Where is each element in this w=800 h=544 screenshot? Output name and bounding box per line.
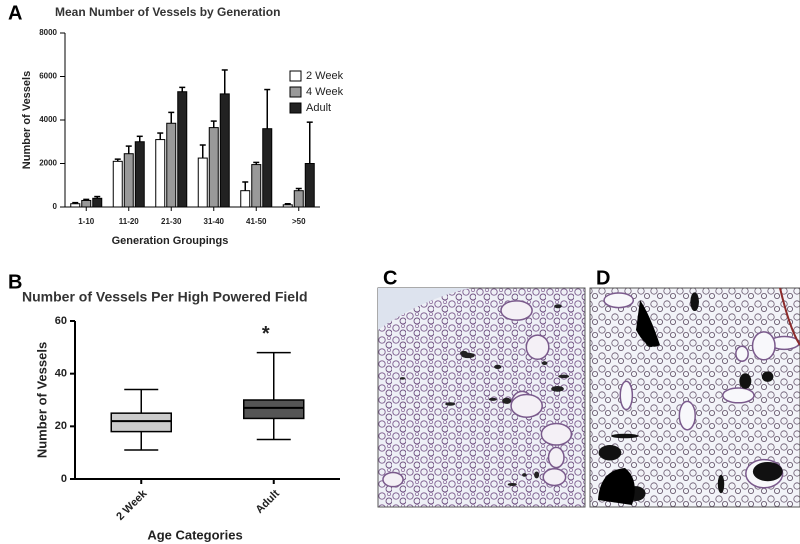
vessel bbox=[611, 433, 639, 439]
bar bbox=[304, 163, 315, 208]
bar bbox=[134, 141, 145, 208]
x-tick-label: Adult bbox=[254, 487, 283, 516]
legend-label: 4 Week bbox=[306, 86, 344, 98]
airspace bbox=[382, 471, 404, 488]
bar bbox=[81, 199, 92, 208]
vessel bbox=[598, 445, 622, 461]
legend-label: Adult bbox=[306, 102, 331, 114]
vessel bbox=[761, 371, 774, 382]
chart-title: Number of Vessels Per High Powered Field bbox=[22, 289, 308, 305]
legend-label: 2 Week bbox=[306, 70, 344, 82]
y-tick-label: 0 bbox=[61, 473, 67, 485]
vessel bbox=[445, 402, 456, 406]
vessel bbox=[522, 473, 527, 477]
x-tick-label: 11-20 bbox=[119, 217, 140, 226]
bar bbox=[282, 204, 293, 208]
x-tick-label: 2 Week bbox=[114, 487, 150, 523]
airspace bbox=[500, 300, 533, 321]
legend-swatch bbox=[289, 86, 302, 98]
airspace bbox=[542, 468, 567, 487]
airspace bbox=[735, 345, 749, 362]
vessel bbox=[507, 482, 517, 486]
legend-swatch bbox=[289, 102, 302, 114]
bar bbox=[197, 157, 208, 208]
vessel bbox=[739, 373, 752, 389]
bar bbox=[262, 128, 273, 208]
vessel bbox=[551, 385, 564, 392]
micrograph-c bbox=[377, 287, 586, 508]
vessel bbox=[494, 364, 502, 370]
y-tick-label: 0 bbox=[53, 202, 58, 211]
airspace bbox=[751, 331, 776, 361]
x-tick-label: 1-10 bbox=[78, 217, 95, 226]
bar bbox=[166, 122, 177, 208]
airspace bbox=[510, 393, 543, 418]
legend-swatch bbox=[289, 70, 302, 82]
y-tick-label: 60 bbox=[55, 315, 67, 327]
vessel bbox=[598, 468, 635, 505]
airspace bbox=[619, 380, 634, 411]
airspace bbox=[603, 292, 635, 309]
vessel bbox=[541, 361, 548, 366]
bar bbox=[293, 190, 304, 208]
vessel bbox=[502, 397, 512, 404]
y-tick-label: 2000 bbox=[39, 159, 57, 168]
bar bbox=[112, 160, 123, 208]
bar bbox=[219, 93, 230, 208]
box bbox=[110, 412, 172, 433]
x-tick-label: 31-40 bbox=[204, 217, 225, 226]
airspace bbox=[525, 334, 550, 361]
y-tick-label: 8000 bbox=[39, 28, 57, 37]
y-tick-label: 20 bbox=[55, 420, 67, 432]
bar bbox=[92, 197, 103, 208]
x-tick-label: 21-30 bbox=[161, 217, 182, 226]
vessel bbox=[488, 397, 497, 401]
vessel bbox=[534, 471, 540, 479]
panel-label: B bbox=[8, 271, 22, 293]
y-tick-label: 4000 bbox=[39, 115, 57, 124]
y-tick-label: 6000 bbox=[39, 72, 57, 81]
pleura bbox=[779, 287, 800, 346]
vessel bbox=[558, 374, 570, 379]
annotation: * bbox=[262, 323, 270, 345]
vessel bbox=[717, 474, 725, 494]
bar bbox=[123, 153, 134, 208]
bar bbox=[70, 203, 81, 208]
y-axis-label: Number of Vessels bbox=[21, 71, 33, 169]
vessel bbox=[636, 300, 660, 347]
x-tick-label: >50 bbox=[292, 217, 306, 226]
vessel bbox=[460, 350, 468, 356]
airspace bbox=[722, 387, 755, 404]
y-axis-label: Number of Vessels bbox=[34, 342, 49, 458]
x-axis-label: Age Categories bbox=[147, 527, 242, 542]
airspace bbox=[540, 422, 573, 446]
micrograph-c-blank bbox=[378, 288, 470, 330]
box bbox=[243, 399, 305, 420]
bar bbox=[177, 91, 188, 208]
panel-label: D bbox=[596, 267, 610, 289]
bar bbox=[155, 139, 166, 208]
vessel bbox=[399, 377, 406, 380]
chart-title: Mean Number of Vessels by Generation bbox=[55, 5, 280, 19]
vessel bbox=[554, 304, 562, 309]
y-tick-label: 40 bbox=[55, 368, 67, 380]
bar bbox=[240, 190, 251, 208]
airspace bbox=[678, 400, 696, 431]
x-axis-label: Generation Groupings bbox=[112, 235, 229, 247]
panel-label: C bbox=[383, 267, 397, 289]
bar bbox=[208, 127, 219, 208]
vessel bbox=[752, 461, 783, 482]
airspace bbox=[547, 446, 565, 469]
panel-label: A bbox=[8, 2, 22, 24]
vessel bbox=[690, 292, 699, 312]
micrograph-features bbox=[382, 287, 800, 505]
x-tick-label: 41-50 bbox=[246, 217, 267, 226]
bar bbox=[251, 164, 262, 208]
